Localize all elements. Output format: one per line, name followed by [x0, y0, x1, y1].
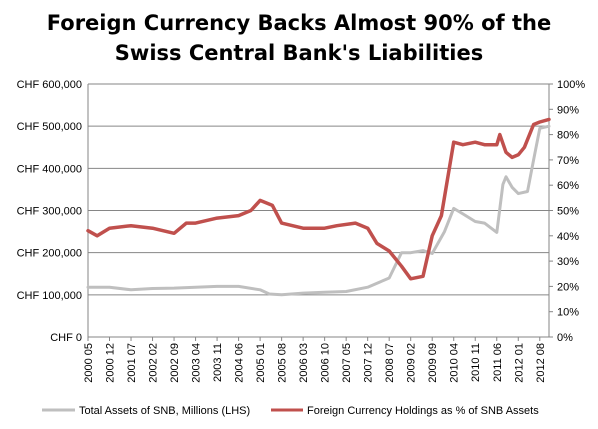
x-tick-label: 2002 02: [148, 343, 160, 383]
x-tick-label: 2008 07: [384, 343, 396, 383]
legend-label-1: Total Assets of SNB, Millions (LHS): [79, 405, 250, 417]
x-tick-label: 2005 08: [277, 343, 289, 383]
x-tick-label: 2012 08: [535, 343, 547, 383]
y-right-tick-label: 40%: [557, 231, 579, 243]
y-left-tick-label: CHF 200,000: [17, 248, 82, 260]
y-right-tick-label: 30%: [557, 256, 579, 268]
series-line-2: [86, 117, 551, 281]
y-right-tick-label: 0%: [557, 332, 573, 344]
x-tick-label: 2006 03: [298, 343, 310, 383]
x-tick-label: 2002 09: [169, 343, 181, 383]
y-left-tick-label: CHF 600,000: [17, 79, 82, 91]
y-right-tick-label: 60%: [557, 180, 579, 192]
x-tick-label: 2003 11: [212, 343, 224, 382]
y-right-tick-label: 70%: [557, 155, 579, 167]
x-tick-label: 2010 04: [449, 343, 461, 383]
x-tick-label: 2005 01: [255, 343, 267, 383]
y-left-tick-label: CHF 100,000: [17, 290, 82, 302]
series-line-1: [86, 124, 551, 297]
y-right-tick-label: 10%: [557, 307, 579, 319]
x-tick-label: 2009 02: [406, 343, 418, 383]
x-tick-label: 2007 05: [341, 343, 353, 383]
x-tick-label: 2006 10: [320, 343, 332, 383]
y-right-tick-label: 100%: [557, 79, 585, 91]
x-tick-label: 2000 05: [83, 343, 95, 383]
x-tick-label: 2009 09: [427, 343, 439, 383]
x-tick-label: 2011 06: [492, 343, 504, 382]
x-tick-label: 2001 07: [126, 343, 138, 383]
x-tick-label: 2003 04: [191, 343, 203, 383]
x-tick-label: 2007 12: [363, 343, 375, 383]
chart-title: Foreign Currency Backs Almost 90% of the…: [0, 8, 598, 68]
y-right-tick-label: 80%: [557, 130, 579, 142]
chart-title-line-2: Swiss Central Bank's Liabilities: [114, 41, 484, 65]
x-tick-label: 2004 06: [234, 343, 246, 383]
x-tick-label: 2000 12: [105, 343, 117, 383]
x-tick-label: 2010 11: [470, 343, 482, 382]
chart-title-line-1: Foreign Currency Backs Almost 90% of the: [46, 11, 552, 35]
y-left-tick-label: CHF 300,000: [17, 206, 82, 218]
y-left-tick-label: CHF 400,000: [17, 163, 82, 175]
y-left-tick-label: CHF 500,000: [17, 121, 82, 133]
y-right-tick-label: 20%: [557, 281, 579, 293]
y-right-tick-label: 50%: [557, 206, 579, 218]
legend-label-2: Foreign Currency Holdings as % of SNB As…: [307, 405, 539, 417]
y-right-tick-label: 90%: [557, 104, 579, 116]
x-tick-label: 2012 01: [513, 343, 525, 383]
y-left-tick-label: CHF 0: [50, 332, 82, 344]
